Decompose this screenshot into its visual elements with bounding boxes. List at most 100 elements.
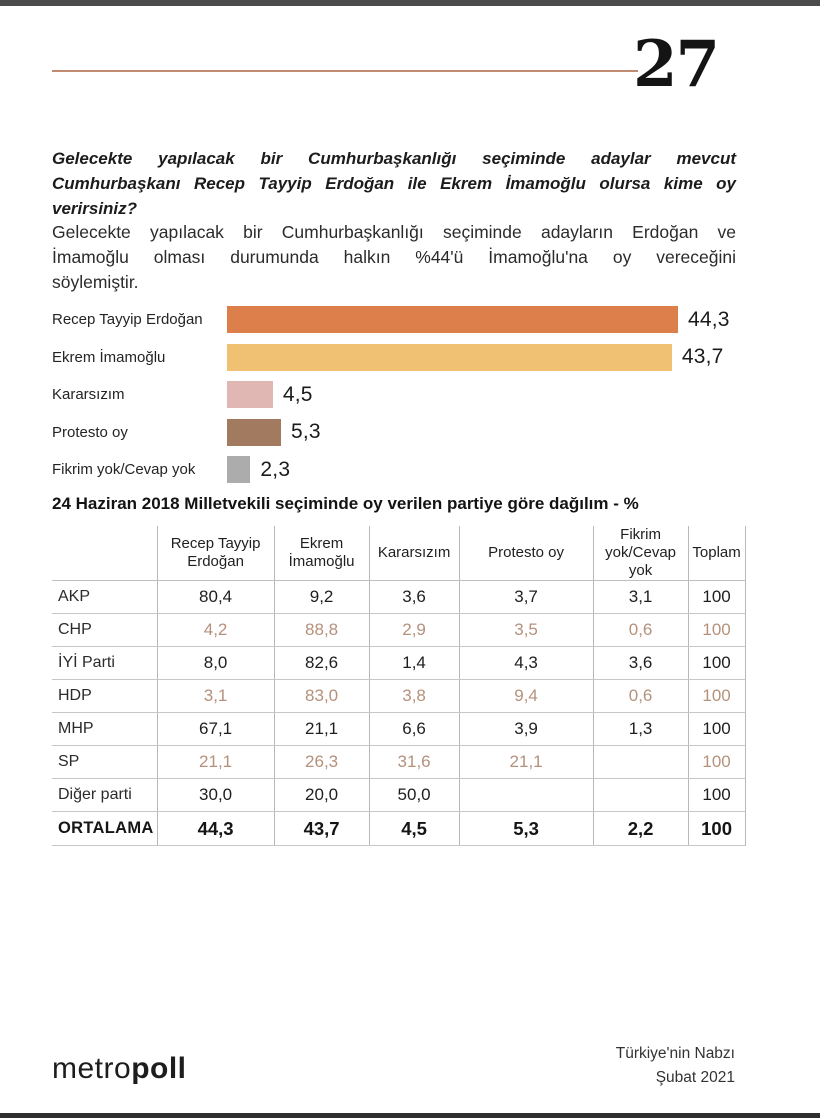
cell: 44,3 — [156, 811, 275, 846]
row-label: ORTALAMA — [52, 811, 158, 846]
table-row-diger-parti: Diğer parti 30,0 20,0 50,0 100 — [52, 778, 746, 812]
header-rule — [52, 70, 638, 72]
table-row-mhp: MHP 67,1 21,1 6,6 3,9 1,3 100 — [52, 712, 746, 746]
table-row-iyi-parti: İYİ Parti 8,0 82,6 1,4 4,3 3,6 100 — [52, 646, 746, 680]
col-header-no-opinion: Fikrim yok/Cevap yok — [592, 526, 689, 581]
row-label: SP — [52, 745, 158, 779]
row-label: AKP — [52, 580, 158, 614]
cell: 21,1 — [458, 745, 594, 779]
cell — [592, 778, 689, 812]
bar-row: Protesto oy 5,3 — [52, 418, 752, 446]
cell: 100 — [687, 745, 746, 779]
cell: 4,3 — [458, 646, 594, 680]
col-header-empty — [52, 526, 158, 581]
table-row-ortalama: ORTALAMA 44,3 43,7 4,5 5,3 2,2 100 — [52, 811, 746, 846]
bar-no-opinion — [227, 456, 251, 483]
cell: 1,3 — [592, 712, 689, 746]
summary-line: söylemiştir. — [52, 272, 139, 292]
bar-erdogan — [227, 306, 678, 333]
cell: 5,3 — [458, 811, 594, 846]
cell — [458, 778, 594, 812]
row-label: HDP — [52, 679, 158, 713]
cell: 9,2 — [273, 580, 370, 614]
survey-question: Gelecekte yapılacak bir Cumhurbaşkanlığı… — [52, 146, 736, 221]
cell: 3,8 — [368, 679, 460, 713]
cell: 100 — [687, 580, 746, 614]
col-header-imamoglu: Ekrem İmamoğlu — [273, 526, 370, 581]
bar-category-label: Recep Tayyip Erdoğan — [52, 311, 203, 328]
col-header-total: Toplam — [687, 526, 746, 581]
question-line: Gelecekte yapılacak bir Cumhurbaşkanlığı… — [52, 149, 736, 168]
cell: 100 — [687, 811, 746, 846]
cell: 100 — [687, 613, 746, 647]
cell: 0,6 — [592, 679, 689, 713]
bar-imamoglu — [227, 343, 672, 371]
cell: 100 — [687, 679, 746, 713]
question-line: Cumhurbaşkanı Recep Tayyip Erdoğan ile E… — [52, 174, 736, 193]
cell: 26,3 — [273, 745, 370, 779]
logo-poll: poll — [131, 1052, 187, 1085]
table-title: 24 Haziran 2018 Milletvekili seçiminde o… — [52, 494, 639, 513]
report-title-footer: Türkiye'nin Nabzı Şubat 2021 — [616, 1042, 735, 1090]
cell: 88,8 — [273, 613, 370, 647]
table-header-row: Recep Tayyip Erdoğan Ekrem İmamoğlu Kara… — [52, 526, 746, 581]
footer-issue-date: Şubat 2021 — [655, 1069, 735, 1086]
cell: 100 — [687, 646, 746, 680]
cell: 82,6 — [273, 646, 370, 680]
footer-series-name: Türkiye'nin Nabzı — [615, 1045, 735, 1062]
bar-value-label: 4,5 — [282, 382, 313, 406]
cell: 2,2 — [592, 811, 689, 846]
cell — [592, 745, 689, 779]
result-summary: Gelecekte yapılacak bir Cumhurbaşkanlığı… — [52, 220, 736, 295]
cell: 4,2 — [156, 613, 275, 647]
bar-row: Kararsızım 4,5 — [52, 381, 752, 408]
summary-line: Gelecekte yapılacak bir Cumhurbaşkanlığı… — [52, 222, 736, 242]
col-header-undecided: Kararsızım — [368, 526, 460, 581]
cell: 50,0 — [368, 778, 460, 812]
logo-metro: metro — [52, 1052, 132, 1085]
bar-value-label: 43,7 — [681, 345, 724, 368]
cell: 3,6 — [592, 646, 689, 680]
metropoll-logo: metropoll — [52, 1052, 187, 1086]
row-label: İYİ Parti — [52, 646, 158, 680]
bar-category-label: Kararsızım — [52, 386, 125, 403]
cell: 9,4 — [458, 679, 594, 713]
cell: 3,5 — [458, 613, 594, 647]
table-row-sp: SP 21,1 26,3 31,6 21,1 100 — [52, 745, 746, 779]
cell: 3,6 — [368, 580, 460, 614]
bar-value-label: 44,3 — [688, 307, 730, 331]
party-breakdown-table: Recep Tayyip Erdoğan Ekrem İmamoğlu Kara… — [52, 526, 746, 846]
bar-row: Recep Tayyip Erdoğan 44,3 — [52, 306, 752, 333]
col-header-erdogan: Recep Tayyip Erdoğan — [156, 526, 275, 581]
bottom-border-strip — [0, 1113, 820, 1118]
cell: 100 — [687, 712, 746, 746]
cell: 43,7 — [273, 811, 370, 846]
bar-protest — [227, 418, 281, 446]
cell: 6,6 — [368, 712, 460, 746]
cell: 3,1 — [156, 679, 275, 713]
cell: 8,0 — [156, 646, 275, 680]
cell: 3,1 — [592, 580, 689, 614]
poll-bar-chart: Recep Tayyip Erdoğan 44,3 Ekrem İmamoğlu… — [52, 306, 752, 494]
bar-value-label: 2,3 — [260, 457, 291, 481]
cell: 30,0 — [156, 778, 275, 812]
row-label: CHP — [52, 613, 158, 647]
question-line: verirsiniz? — [52, 199, 138, 218]
bar-undecided — [227, 381, 273, 408]
table-row-chp: CHP 4,2 88,8 2,9 3,5 0,6 100 — [52, 613, 746, 647]
bar-row: Fikrim yok/Cevap yok 2,3 — [52, 456, 752, 483]
summary-line: İmamoğlu olması durumunda halkın %44'ü İ… — [52, 247, 736, 267]
cell: 21,1 — [273, 712, 370, 746]
top-border-strip — [0, 0, 820, 6]
cell: 4,5 — [368, 811, 460, 846]
row-label: MHP — [52, 712, 158, 746]
cell: 100 — [687, 778, 746, 812]
cell: 0,6 — [592, 613, 689, 647]
cell: 67,1 — [156, 712, 275, 746]
page-number: 27 — [632, 27, 720, 102]
bar-value-label: 5,3 — [290, 420, 321, 443]
bar-category-label: Fikrim yok/Cevap yok — [52, 461, 196, 478]
row-label: Diğer parti — [52, 778, 158, 812]
cell: 80,4 — [156, 580, 275, 614]
